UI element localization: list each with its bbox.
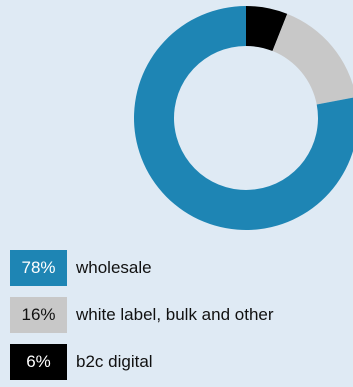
legend-label-wholesale: wholesale [76, 258, 152, 277]
donut-slice-wholesale [134, 6, 353, 230]
legend-percent-white-label: 16% [21, 305, 56, 324]
legend: 78% wholesale 16% white label, bulk and … [10, 250, 353, 387]
legend-swatch-b2c-digital: 6% [10, 344, 67, 380]
legend-label-white-label: white label, bulk and other [76, 305, 274, 324]
legend-item-b2c-digital: 6% b2c digital [10, 344, 353, 380]
legend-item-white-label: 16% white label, bulk and other [10, 297, 353, 333]
legend-swatch-white-label: 16% [10, 297, 67, 333]
donut-slice-white-label [272, 13, 353, 105]
legend-percent-wholesale: 78% [21, 258, 56, 277]
donut-chart [134, 6, 353, 230]
legend-percent-b2c-digital: 6% [26, 352, 51, 371]
legend-swatch-wholesale: 78% [10, 250, 67, 286]
legend-item-wholesale: 78% wholesale [10, 250, 353, 286]
legend-label-b2c-digital: b2c digital [76, 352, 153, 371]
donut-slice-b2c-digital [246, 6, 288, 52]
